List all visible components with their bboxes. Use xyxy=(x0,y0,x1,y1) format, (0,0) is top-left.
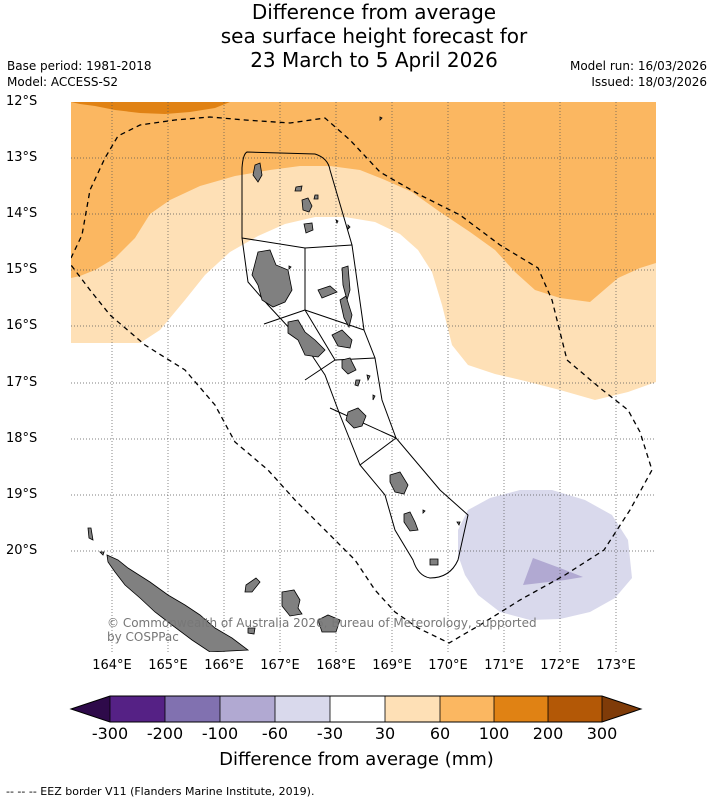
colorbar-box-6 xyxy=(385,696,440,722)
title-line-2: sea surface height forecast for xyxy=(220,24,528,48)
lat-label-19s: 19°S xyxy=(6,487,38,502)
lon-label-164e: 164°E xyxy=(92,658,132,673)
anomaly-band-minus-30-60 xyxy=(458,490,632,620)
colorbar-extend-low xyxy=(71,696,110,722)
colorbar-box-4 xyxy=(275,696,330,722)
colorbar-tick: 200 xyxy=(532,724,564,743)
colorbar-tick: 100 xyxy=(478,724,510,743)
lat-label-12s: 12°S xyxy=(6,94,38,109)
province-outline xyxy=(241,151,469,579)
eez-legend: -- -- -- EEZ border V11 (Flanders Marine… xyxy=(6,785,315,798)
base-period: Base period: 1981-2018 xyxy=(7,59,152,73)
colorbar-box-1 xyxy=(110,696,165,722)
lon-label-171e: 171°E xyxy=(484,658,524,673)
colorbar xyxy=(69,695,643,723)
run-info: Model run: 16/03/2026 Issued: 18/03/2026 xyxy=(570,58,707,90)
title-line-1: Difference from average xyxy=(251,0,497,24)
title-line-3: 23 March to 5 April 2026 xyxy=(250,48,498,72)
lon-label-165e: 165°E xyxy=(148,658,188,673)
model-run: Model run: 16/03/2026 xyxy=(569,59,707,73)
colorbar-tick: 30 xyxy=(374,724,396,743)
colorbar-box-7 xyxy=(440,696,494,722)
eez-border xyxy=(71,116,653,644)
colorbar-tick: 60 xyxy=(429,724,451,743)
anomaly-band-minus-60-100 xyxy=(523,558,583,585)
lat-label-20s: 20°S xyxy=(6,543,38,558)
lat-label-16s: 16°S xyxy=(6,318,38,333)
province-lines xyxy=(241,237,397,466)
lon-label-172e: 172°E xyxy=(540,658,580,673)
colorbar-tick: -300 xyxy=(91,724,129,743)
colorbar-tick: -100 xyxy=(201,724,239,743)
colorbar-box-9 xyxy=(548,696,602,722)
model-name: Model: ACCESS-S2 xyxy=(7,75,119,89)
chart-title: Difference from average sea surface heig… xyxy=(0,0,713,72)
issued-date: Issued: 18/03/2026 xyxy=(591,75,707,89)
lat-label-18s: 18°S xyxy=(6,431,38,446)
copyright-notice: © Commonwealth of Australia 2026, Bureau… xyxy=(107,616,537,644)
colorbar-tick: -60 xyxy=(261,724,289,743)
lat-label-13s: 13°S xyxy=(6,150,38,165)
colorbar-box-2 xyxy=(165,696,220,722)
lat-label-15s: 15°S xyxy=(6,262,38,277)
lon-label-170e: 170°E xyxy=(428,658,468,673)
lon-label-166e: 166°E xyxy=(204,658,244,673)
colorbar-tick: -200 xyxy=(146,724,184,743)
model-info: Base period: 1981-2018 Model: ACCESS-S2 xyxy=(7,58,152,90)
anomaly-band-60-100 xyxy=(71,102,656,302)
lon-label-167e: 167°E xyxy=(260,658,300,673)
lat-label-17s: 17°S xyxy=(6,375,38,390)
colorbar-tick: 300 xyxy=(586,724,618,743)
vanuatu-islands xyxy=(251,116,461,566)
new-caledonia xyxy=(87,527,341,652)
colorbar-extend-high xyxy=(602,696,641,722)
colorbar-box-5 xyxy=(330,696,385,722)
lon-label-169e: 169°E xyxy=(372,658,412,673)
lat-label-14s: 14°S xyxy=(6,206,38,221)
colorbar-box-3 xyxy=(220,696,275,722)
anomaly-band-100-200 xyxy=(71,102,230,114)
colorbar-title: Difference from average (mm) xyxy=(219,749,494,770)
lon-label-168e: 168°E xyxy=(316,658,356,673)
colorbar-box-8 xyxy=(494,696,548,722)
lon-label-173e: 173°E xyxy=(596,658,636,673)
colorbar-tick: -30 xyxy=(316,724,344,743)
